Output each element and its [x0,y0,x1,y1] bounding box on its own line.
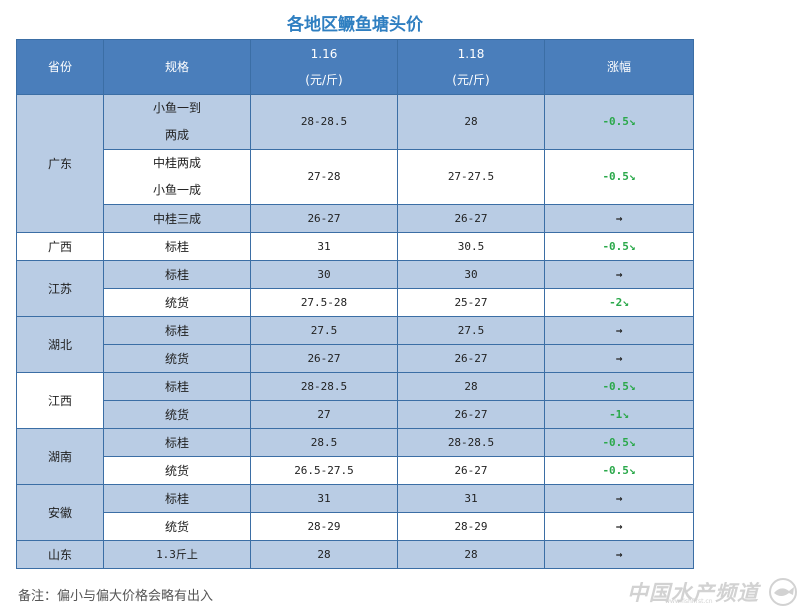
spec-cell: 标桂 [103,232,251,261]
table-row: 广西 标桂 31 30.5 -0.5↘ [16,232,694,261]
price-2-cell: 28-28.5 [397,428,545,457]
watermark: 中国水产频道 www.fishfirst.cn [627,577,802,607]
province-cell: 湖南 [16,428,104,485]
spec-cell: 统货 [103,288,251,317]
change-cell: → [544,316,694,345]
price-1-cell: 28-29 [250,512,398,541]
change-cell: → [544,204,694,233]
change-cell: → [544,484,694,513]
change-cell: → [544,260,694,289]
table-row: 安徽 标桂 31 31 → [16,484,694,541]
price-1-cell: 31 [250,232,398,261]
spec-cell: 统货 [103,512,251,541]
province-cell: 江西 [16,372,104,429]
change-cell: -0.5↘ [544,428,694,457]
price-1-cell: 26-27 [250,204,398,233]
table-row: 中桂三成 26-27 26-27 → [17,204,694,233]
price-1-cell: 27.5-28 [250,288,398,317]
spec-cell: 小鱼一到 两成 [103,94,251,150]
spec-cell: 标桂 [103,316,251,345]
page-title: 各地区鳜鱼塘头价 [287,15,423,35]
header-province: 省份 [16,39,104,95]
price-2-cell: 30 [397,260,545,289]
spec-cell: 标桂 [103,484,251,513]
table-header-row: 省份 规格 1.16 (元/斤) 1.18 (元/斤) 涨幅 [16,39,694,95]
table-row: 江西 标桂 28-28.5 28 -0.5↘ [16,372,694,429]
spec-cell: 1.3斤上 [103,540,251,569]
price-1-cell: 26-27 [250,344,398,373]
change-cell: → [544,540,694,569]
change-cell: -0.5↘ [544,372,694,401]
price-2-cell: 27-27.5 [397,149,545,205]
change-cell: -0.5↘ [544,456,694,485]
watermark-url: www.fishfirst.cn [665,598,713,605]
change-cell: -0.5↘ [544,232,694,261]
price-1-cell: 26.5-27.5 [250,456,398,485]
price-1-cell: 27-28 [250,149,398,205]
price-2-cell: 28 [397,540,545,569]
price-2-cell: 28-29 [397,512,545,541]
spec-cell: 标桂 [103,428,251,457]
price-2-cell: 28 [397,372,545,401]
change-cell: -0.5↘ [544,149,694,205]
price-2-cell: 26-27 [397,400,545,429]
price-1-cell: 28.5 [250,428,398,457]
change-cell: -2↘ [544,288,694,317]
table-row: 江苏 标桂 30 30 → [16,260,694,317]
province-cell: 湖北 [16,316,104,373]
price-2-cell: 25-27 [397,288,545,317]
spec-cell: 统货 [103,344,251,373]
fish-logo-icon [769,578,797,606]
table-row: 统货 27 26-27 -1↘ [17,400,694,429]
change-cell: -1↘ [544,400,694,429]
price-2-cell: 31 [397,484,545,513]
price-1-cell: 31 [250,484,398,513]
table-row: 统货 26-27 26-27 → [17,344,694,373]
price-table: 省份 规格 1.16 (元/斤) 1.18 (元/斤) 涨幅 广东 小鱼一到 两成 2… [16,39,694,569]
table-row: 统货 28-29 28-29 → [17,512,694,541]
header-date1: 1.16 (元/斤) [250,39,398,95]
header-date2: 1.18 (元/斤) [397,39,545,95]
spec-cell: 统货 [103,456,251,485]
price-2-cell: 26-27 [397,344,545,373]
spec-cell: 统货 [103,400,251,429]
header-spec: 规格 [103,39,251,95]
table-row: 湖北 标桂 27.5 27.5 → [16,316,694,373]
province-cell: 广东 [16,94,104,233]
table-row: 湖南 标桂 28.5 28-28.5 -0.5↘ [16,428,694,485]
price-2-cell: 27.5 [397,316,545,345]
province-cell: 广西 [16,232,104,261]
spec-cell: 中桂三成 [103,204,251,233]
table-row: 统货 26.5-27.5 26-27 -0.5↘ [17,456,694,485]
price-1-cell: 28 [250,540,398,569]
price-2-cell: 28 [397,94,545,150]
spec-cell: 标桂 [103,260,251,289]
spec-cell: 标桂 [103,372,251,401]
table-row: 统货 27.5-28 25-27 -2↘ [17,288,694,317]
spec-cell: 中桂两成 小鱼一成 [103,149,251,205]
price-1-cell: 27.5 [250,316,398,345]
watermark-text: 中国水产频道 [627,581,759,605]
change-cell: → [544,344,694,373]
table-row: 中桂两成 小鱼一成 27-28 27-27.5 -0.5↘ [17,149,694,205]
province-cell: 江苏 [16,260,104,317]
price-1-cell: 30 [250,260,398,289]
price-2-cell: 30.5 [397,232,545,261]
change-cell: → [544,512,694,541]
price-2-cell: 26-27 [397,456,545,485]
change-cell: -0.5↘ [544,94,694,150]
table-row: 广东 小鱼一到 两成 28-28.5 28 -0.5↘ [16,94,694,233]
price-1-cell: 27 [250,400,398,429]
footnote: 备注：偏小与偏大价格会略有出入 [18,589,214,604]
province-cell: 安徽 [16,484,104,541]
table-row: 山东 1.3斤上 28 28 → [16,540,694,569]
header-change: 涨幅 [544,39,694,95]
price-1-cell: 28-28.5 [250,372,398,401]
province-cell: 山东 [16,540,104,569]
price-1-cell: 28-28.5 [250,94,398,150]
price-2-cell: 26-27 [397,204,545,233]
